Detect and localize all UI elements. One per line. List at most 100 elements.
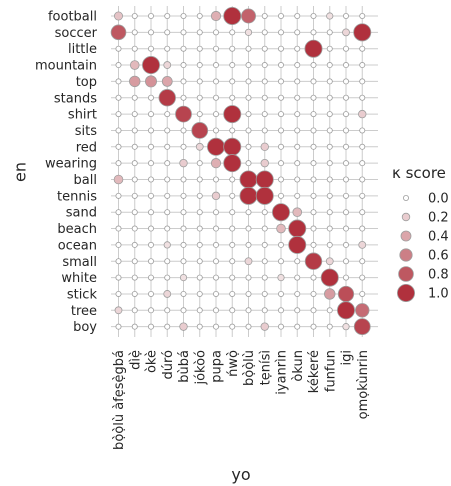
empty-cell-dot [245, 62, 252, 69]
data-point [255, 170, 274, 189]
x-tick-label: bùbá [177, 350, 192, 383]
empty-cell-dot [115, 94, 122, 101]
empty-cell-dot [342, 176, 349, 183]
data-point [239, 170, 258, 189]
empty-cell-dot [180, 290, 187, 297]
empty-cell-dot [212, 127, 219, 134]
empty-cell-dot [147, 225, 154, 232]
x-tick-label: dìẹ̀ [128, 350, 143, 370]
empty-cell-dot [245, 274, 252, 281]
empty-cell-dot [342, 12, 349, 19]
empty-cell-dot [326, 111, 333, 118]
empty-cell-dot [310, 274, 317, 281]
empty-cell-dot [164, 209, 171, 216]
empty-cell-dot [294, 176, 301, 183]
empty-cell-dot [342, 94, 349, 101]
empty-cell-dot [342, 143, 349, 150]
y-tick-label: sits [75, 124, 97, 139]
empty-cell-dot [115, 143, 122, 150]
data-point [320, 268, 339, 287]
empty-cell-dot [261, 258, 268, 265]
empty-cell-dot [131, 241, 138, 248]
empty-cell-dot [212, 258, 219, 265]
empty-cell-dot [245, 290, 252, 297]
empty-cell-dot [277, 127, 284, 134]
empty-cell-dot [164, 45, 171, 52]
empty-cell-dot [196, 192, 203, 199]
empty-cell-dot [229, 307, 236, 314]
empty-cell-dot [115, 241, 122, 248]
x-tick-label: dúró [161, 350, 176, 380]
empty-cell-dot [342, 258, 349, 265]
empty-cell-dot [245, 307, 252, 314]
empty-cell-dot [115, 323, 122, 330]
empty-cell-dot [131, 209, 138, 216]
empty-cell-dot [359, 258, 366, 265]
empty-cell-dot [164, 274, 171, 281]
empty-cell-dot [131, 111, 138, 118]
empty-cell-dot [180, 209, 187, 216]
empty-cell-dot [180, 12, 187, 19]
empty-cell-dot [277, 258, 284, 265]
empty-cell-dot [277, 307, 284, 314]
empty-cell-dot [261, 241, 268, 248]
data-point [288, 235, 307, 254]
empty-cell-dot [131, 94, 138, 101]
y-tick-label: sand [66, 206, 97, 221]
empty-cell-dot [131, 127, 138, 134]
empty-cell-dot [196, 274, 203, 281]
empty-cell-dot [164, 29, 171, 36]
empty-cell-dot [115, 274, 122, 281]
y-tick-label: white [61, 271, 97, 286]
data-point [355, 303, 370, 318]
empty-cell-dot [180, 29, 187, 36]
empty-cell-dot [261, 45, 268, 52]
empty-cell-dot [212, 209, 219, 216]
data-point [353, 23, 372, 42]
empty-cell-dot [147, 209, 154, 216]
x-tick-label: funfun [323, 350, 338, 392]
empty-cell-dot [212, 94, 219, 101]
empty-cell-dot [196, 160, 203, 167]
empty-cell-dot [131, 307, 138, 314]
legend-label: 0.8 [428, 268, 449, 283]
data-point [223, 154, 242, 173]
empty-cell-dot [294, 323, 301, 330]
x-tick-label: tẹnísì [258, 350, 273, 385]
data-point [271, 203, 290, 222]
data-point [210, 158, 222, 169]
empty-cell-dot [164, 143, 171, 150]
empty-cell-dot [326, 241, 333, 248]
data-point [277, 273, 285, 282]
empty-cell-dot [310, 94, 317, 101]
data-point [191, 122, 209, 139]
empty-cell-dot [277, 111, 284, 118]
empty-cell-dot [180, 78, 187, 85]
empty-cell-dot [245, 323, 252, 330]
data-point [353, 318, 371, 336]
empty-cell-dot [294, 143, 301, 150]
empty-cell-dot [212, 323, 219, 330]
data-point [144, 75, 157, 88]
empty-cell-dot [342, 274, 349, 281]
data-point [337, 285, 355, 303]
empty-cell-dot [164, 160, 171, 167]
empty-cell-dot [229, 290, 236, 297]
empty-cell-dot [164, 307, 171, 314]
empty-cell-dot [245, 209, 252, 216]
empty-cell-dot [229, 45, 236, 52]
empty-cell-dot [115, 290, 122, 297]
empty-cell-dot [277, 62, 284, 69]
x-tick-label: ọmọkùnrin [356, 350, 371, 419]
empty-cell-dot [212, 225, 219, 232]
empty-cell-dot [326, 78, 333, 85]
y-axis-title: en [11, 162, 30, 182]
legend-label: 1.0 [428, 287, 449, 302]
empty-cell-dot [147, 307, 154, 314]
empty-cell-dot [164, 176, 171, 183]
empty-cell-dot [212, 111, 219, 118]
x-tick-label: igi [340, 350, 355, 365]
legend-label: 0.6 [428, 249, 449, 264]
data-point [255, 186, 274, 205]
